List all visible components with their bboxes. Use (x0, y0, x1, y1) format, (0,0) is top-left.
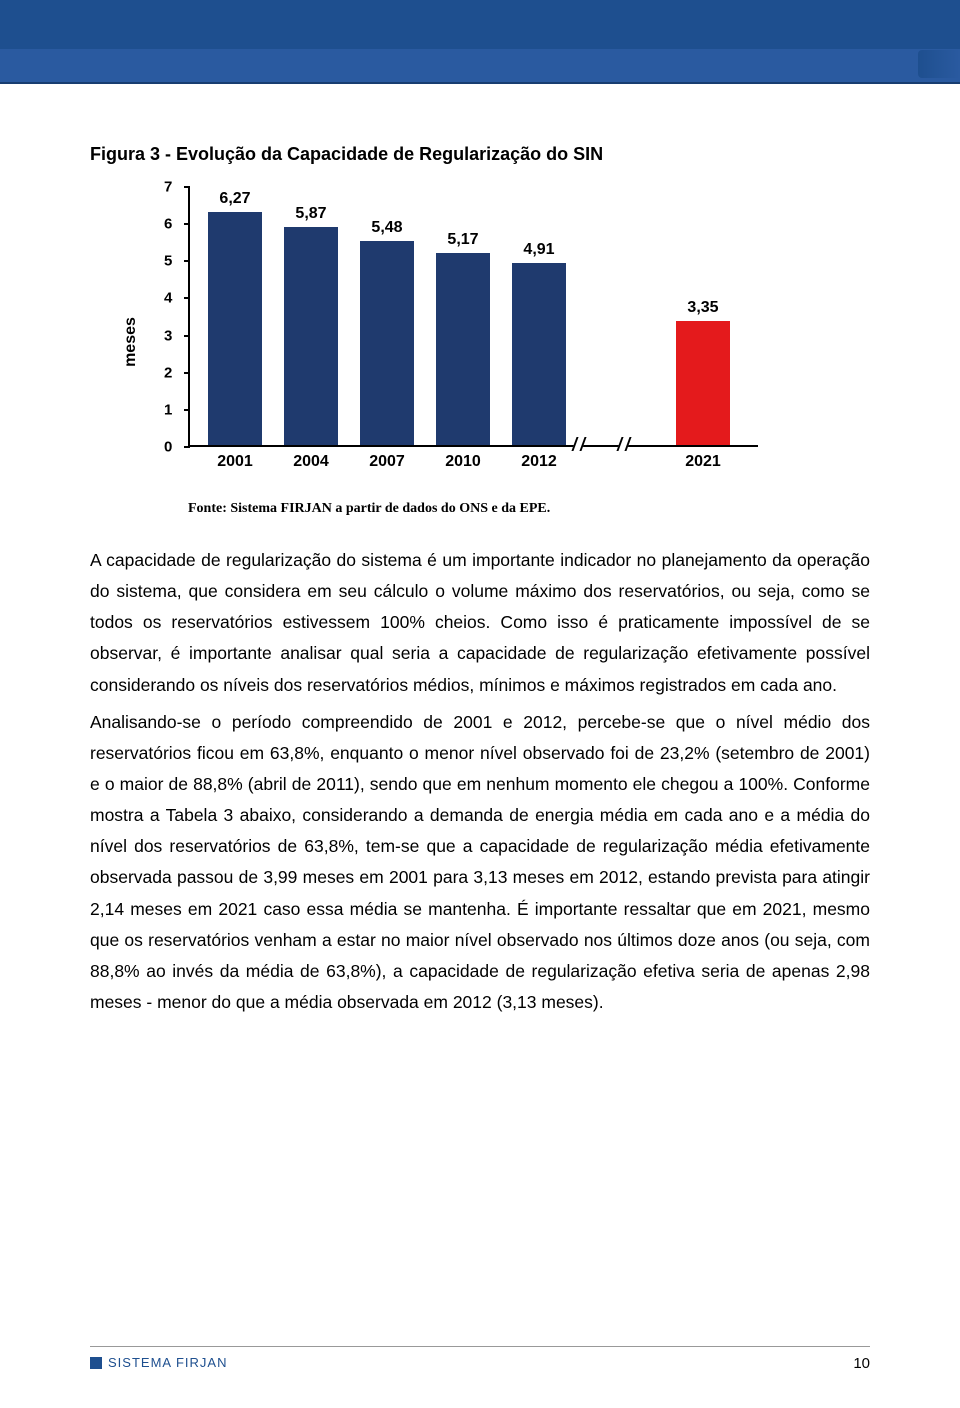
y-tick-label: 1 (164, 401, 172, 418)
paragraph-1: A capacidade de regularização do sistema… (90, 545, 870, 701)
y-tick-label: 3 (164, 327, 172, 344)
bar-value-label: 5,48 (371, 219, 402, 237)
x-tick-label: 2004 (293, 453, 329, 471)
chart-bar: 5,48 (360, 241, 414, 445)
y-tick-label: 6 (164, 216, 172, 233)
page-number: 10 (853, 1355, 870, 1372)
logo-square-icon (90, 1357, 102, 1369)
y-tick-label: 7 (164, 179, 172, 196)
chart-bar: 6,27 (208, 212, 262, 445)
chart-bar: 4,91 (512, 263, 566, 445)
y-tick (184, 186, 190, 188)
chart-plot-area: 012345676,2720015,8720045,4820075,172010… (188, 187, 758, 447)
page-footer: SISTEMA FIRJAN 10 (90, 1346, 870, 1370)
y-tick-label: 0 (164, 439, 172, 456)
chart-source: Fonte: Sistema FIRJAN a partir de dados … (188, 501, 870, 517)
header-bar (0, 0, 960, 84)
y-tick-label: 2 (164, 364, 172, 381)
y-tick (184, 260, 190, 262)
bar-value-label: 3,35 (687, 299, 718, 317)
y-tick (184, 446, 190, 448)
axis-break-icon (571, 437, 586, 451)
bar-value-label: 6,27 (219, 190, 250, 208)
page-content: Figura 3 - Evolução da Capacidade de Reg… (0, 84, 960, 1018)
footer-logo: SISTEMA FIRJAN (90, 1355, 870, 1370)
body-text: A capacidade de regularização do sistema… (90, 545, 870, 1018)
chart-container: meses 012345676,2720015,8720045,4820075,… (160, 187, 800, 497)
y-tick (184, 223, 190, 225)
chart-bar: 5,87 (284, 227, 338, 445)
bar-value-label: 4,91 (523, 241, 554, 259)
x-tick-label: 2001 (217, 453, 253, 471)
y-tick (184, 409, 190, 411)
y-tick (184, 297, 190, 299)
y-axis-label: meses (122, 317, 140, 367)
x-tick-label: 2021 (685, 453, 721, 471)
axis-break-icon (616, 437, 631, 451)
y-tick (184, 335, 190, 337)
chart-bar: 3,35 (676, 321, 730, 445)
x-tick-label: 2007 (369, 453, 405, 471)
chart-bar: 5,17 (436, 253, 490, 445)
y-tick-label: 4 (164, 290, 172, 307)
chart-title: Figura 3 - Evolução da Capacidade de Reg… (90, 144, 870, 165)
bar-value-label: 5,87 (295, 205, 326, 223)
paragraph-2: Analisando-se o período compreendido de … (90, 707, 870, 1018)
y-tick-label: 5 (164, 253, 172, 270)
y-tick (184, 372, 190, 374)
footer-brand: SISTEMA FIRJAN (108, 1355, 227, 1370)
x-tick-label: 2010 (445, 453, 481, 471)
bar-value-label: 5,17 (447, 231, 478, 249)
x-tick-label: 2012 (521, 453, 557, 471)
